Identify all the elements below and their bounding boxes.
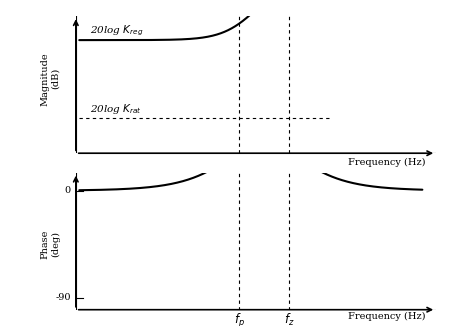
Text: 20log $K_{rat}$: 20log $K_{rat}$ [90, 102, 142, 116]
Text: 20log $K_{reg}$: 20log $K_{reg}$ [90, 24, 143, 38]
Text: 0: 0 [64, 186, 71, 195]
Text: Frequency (Hz): Frequency (Hz) [348, 158, 426, 167]
Text: Frequency (Hz): Frequency (Hz) [348, 312, 426, 321]
Text: -90: -90 [55, 293, 71, 302]
Text: Phase
(deg): Phase (deg) [40, 230, 60, 259]
Text: $f_p$: $f_p$ [234, 312, 245, 326]
Text: $f_z$: $f_z$ [283, 312, 294, 326]
Text: Magnitude
(dB): Magnitude (dB) [40, 52, 60, 106]
